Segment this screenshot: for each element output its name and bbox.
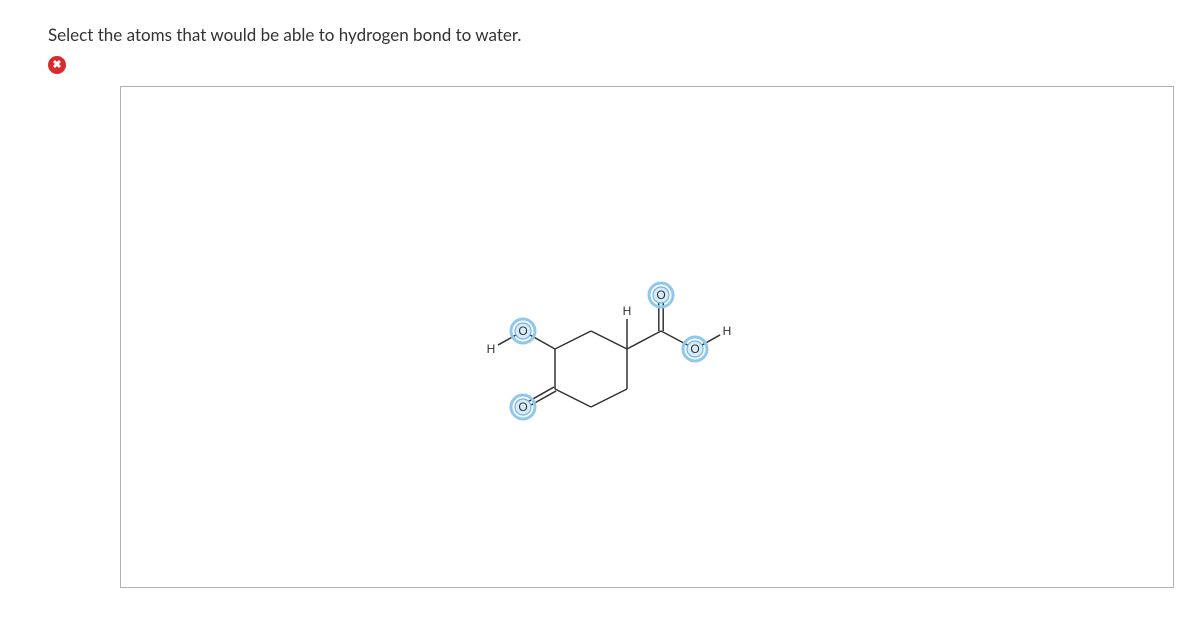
atom-label-h[interactable]: H [623, 304, 632, 318]
molecule-canvas[interactable]: H O O H O O H [120, 86, 1174, 588]
atom-vertex[interactable] [621, 383, 633, 395]
atom-label-o[interactable]: O [518, 400, 527, 414]
atom-vertex[interactable] [585, 325, 597, 337]
atom-label-o[interactable]: O [656, 288, 665, 302]
question-prompt: Select the atoms that would be able to h… [48, 24, 1152, 45]
atom-label-o[interactable]: O [518, 324, 527, 338]
incorrect-icon: ✖ [48, 56, 66, 74]
question-page: Select the atoms that would be able to h… [0, 0, 1200, 612]
molecule-svg[interactable]: H O O H O O H [121, 87, 1173, 587]
atom-vertex[interactable] [655, 325, 667, 337]
atom-vertex[interactable] [621, 343, 633, 355]
bond [591, 331, 627, 349]
atom-vertex[interactable] [549, 383, 561, 395]
atom-label-h[interactable]: H [487, 342, 496, 356]
bond [591, 389, 627, 407]
atom-vertex[interactable] [585, 401, 597, 413]
atom-label-o[interactable]: O [690, 342, 699, 356]
atom-label-h[interactable]: H [723, 324, 732, 338]
atom-vertex[interactable] [549, 343, 561, 355]
bond [555, 389, 591, 407]
bond [555, 331, 591, 349]
